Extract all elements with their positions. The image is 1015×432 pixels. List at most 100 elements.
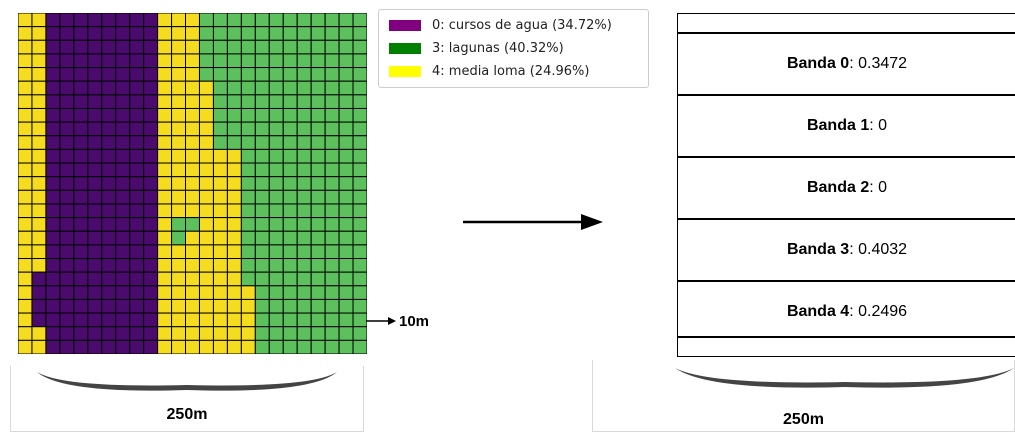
grid-cell-class-0 <box>59 298 75 314</box>
grid-cell-class-3 <box>282 121 298 137</box>
grid-cell-class-4 <box>18 312 33 328</box>
grid-cell-class-3 <box>282 258 298 273</box>
grid-cell-class-4 <box>18 53 33 69</box>
grid-cell-class-4 <box>185 312 200 328</box>
grid-cell-class-3 <box>310 67 326 82</box>
band-row-3: Banda 3: 0.4032 <box>678 219 1015 280</box>
grid-cell-class-0 <box>101 67 117 82</box>
grid-cell-class-4 <box>185 107 200 123</box>
grid-cell-class-0 <box>115 53 131 69</box>
grid-cell-class-4 <box>198 298 214 314</box>
grid-cell-class-0 <box>101 94 117 109</box>
grid-cell-class-4 <box>31 230 47 246</box>
grid-cell-class-0 <box>143 244 159 260</box>
grid-cell-class-3 <box>310 26 326 41</box>
grid-cell-class-4 <box>157 326 173 341</box>
grid-cell-class-4 <box>198 189 214 205</box>
grid-cell-class-4 <box>212 339 228 354</box>
grid-cell-class-4 <box>157 203 173 219</box>
band-name: Banda 2 <box>806 178 870 196</box>
grid-cell-class-0 <box>101 203 117 219</box>
grid-cell-class-0 <box>101 39 117 55</box>
grid-cell-class-0 <box>143 107 159 123</box>
grid-cell-class-3 <box>296 121 312 137</box>
grid-cell-class-3 <box>198 67 214 82</box>
grid-cell-class-4 <box>171 53 187 69</box>
grid-cell-class-0 <box>87 230 103 246</box>
grid-cell-class-3 <box>254 26 270 41</box>
grid-cell-class-3 <box>352 162 367 178</box>
grid-cell-class-3 <box>296 13 312 28</box>
grid-cell-class-4 <box>240 298 256 314</box>
grid-cell-class-3 <box>268 271 284 287</box>
grid-cell-class-4 <box>157 285 173 300</box>
grid-cell-class-3 <box>282 176 298 191</box>
grid-cell-class-3 <box>198 39 214 55</box>
grid-cell-class-3 <box>338 230 354 246</box>
band-name: Banda 4 <box>786 302 850 320</box>
grid-cell-class-4 <box>31 135 47 150</box>
grid-cell-class-3 <box>282 26 298 41</box>
band-name: Banda 0 <box>786 54 850 72</box>
grid-cell-class-0 <box>45 94 61 109</box>
grid-cell-class-4 <box>31 107 47 123</box>
grid-cell-class-4 <box>18 326 33 341</box>
grid-cell-class-3 <box>282 326 298 341</box>
grid-cell-class-4 <box>185 67 200 82</box>
grid-cell-class-4 <box>18 67 33 82</box>
grid-cell-class-3 <box>352 39 367 55</box>
grid-cell-class-0 <box>59 285 75 300</box>
grid-cell-class-3 <box>254 217 270 232</box>
grid-cell-class-4 <box>171 189 187 205</box>
grid-cell-class-4 <box>157 148 173 164</box>
grid-cell-class-4 <box>212 203 228 219</box>
grid-cell-class-3 <box>268 258 284 273</box>
grid-cell-class-4 <box>157 176 173 191</box>
grid-cell-class-3 <box>310 107 326 123</box>
grid-cell-class-4 <box>185 148 200 164</box>
grid-cell-class-3 <box>338 285 354 300</box>
grid-cell-class-4 <box>18 13 33 28</box>
band-name: Banda 1 <box>806 116 870 134</box>
grid-cell-class-0 <box>129 121 145 137</box>
grid-cell-class-4 <box>185 162 200 178</box>
grid-cell-class-3 <box>338 148 354 164</box>
grid-cell-class-3 <box>254 39 270 55</box>
grid-cell-class-4 <box>226 285 242 300</box>
grid-cell-class-3 <box>338 217 354 232</box>
grid-cell-class-3 <box>296 148 312 164</box>
grid-cell-class-3 <box>296 258 312 273</box>
grid-cell-class-0 <box>143 339 159 354</box>
grid-cell-class-3 <box>268 148 284 164</box>
grid-cell-class-0 <box>143 312 159 328</box>
grid-cell-class-0 <box>143 189 159 205</box>
grid-cell-class-3 <box>226 53 242 69</box>
grid-cell-class-3 <box>310 189 326 205</box>
grid-cell-class-4 <box>198 258 214 273</box>
grid-cell-class-3 <box>268 312 284 328</box>
grid-cell-class-0 <box>115 217 131 232</box>
grid-cell-class-3 <box>338 189 354 205</box>
grid-cell-class-3 <box>268 203 284 219</box>
grid-cell-class-3 <box>324 203 340 219</box>
band-value: : 0 <box>869 178 888 196</box>
grid-cell-class-3 <box>282 285 298 300</box>
grid-cell-class-3 <box>254 94 270 109</box>
grid-cell-class-3 <box>240 203 256 219</box>
grid-cell-class-0 <box>59 339 75 354</box>
grid-cell-class-0 <box>45 107 61 123</box>
grid-cell-class-3 <box>296 39 312 55</box>
grid-cell-class-3 <box>198 26 214 41</box>
grid-cell-class-4 <box>157 13 173 28</box>
grid-cell-class-3 <box>268 135 284 150</box>
grid-cell-class-3 <box>282 107 298 123</box>
grid-cell-class-3 <box>254 53 270 69</box>
grid-cell-class-0 <box>143 285 159 300</box>
grid-cell-class-0 <box>59 203 75 219</box>
grid-cell-class-3 <box>352 230 367 246</box>
grid-cell-class-0 <box>87 94 103 109</box>
grid-cell-class-3 <box>226 80 242 96</box>
grid-cell-class-3 <box>310 53 326 69</box>
grid-cell-class-3 <box>324 271 340 287</box>
grid-cell-class-4 <box>198 107 214 123</box>
